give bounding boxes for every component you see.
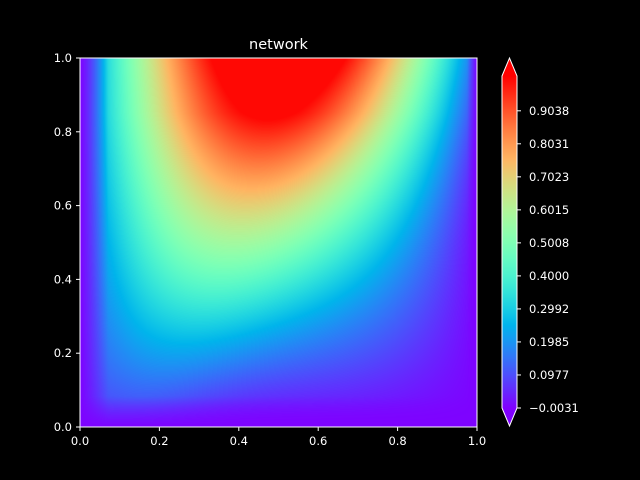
colorbar-tick-label: 0.0977 [529, 368, 569, 382]
x-tick-label: 0.4 [230, 434, 248, 448]
colorbar-tick-label: 0.8031 [529, 137, 569, 151]
colorbar-tick-label: 0.7023 [529, 170, 569, 184]
colorbar-tick-label: 0.4000 [529, 269, 569, 283]
colorbar-extend-min [502, 408, 517, 426]
x-tick-label: 1.0 [468, 434, 486, 448]
y-tick-label: 0.6 [54, 199, 72, 213]
heatmap-canvas [80, 58, 477, 427]
colorbar-tick-label: 0.1985 [529, 335, 569, 349]
x-tick-label: 0.0 [71, 434, 89, 448]
colorbar: 0.9038 0.8031 0.7023 0.6015 0.5008 0.4000 0.29… [501, 56, 579, 428]
colorbar-tick-label: −0.0031 [529, 401, 579, 415]
x-tick-label: 0.6 [309, 434, 327, 448]
y-tick-label: 0.2 [54, 346, 72, 360]
colorbar-tick-label: 0.5008 [529, 236, 569, 250]
colorbar-tick-label: 0.9038 [529, 104, 569, 118]
colorbar-tick-label: 0.2992 [529, 302, 569, 316]
chart-title: network [249, 37, 308, 53]
y-tick-label: 0.4 [54, 272, 72, 286]
colorbar-tick-label: 0.6015 [529, 203, 569, 217]
y-axis: 0.0 0.2 0.4 0.6 0.8 1.0 [54, 51, 80, 434]
heatmap-plot-area [80, 58, 477, 427]
y-tick-label: 0.0 [54, 420, 72, 434]
x-tick-label: 0.8 [388, 434, 406, 448]
colorbar-ticks: 0.9038 0.8031 0.7023 0.6015 0.5008 0.4000 0.29… [517, 104, 579, 415]
colorbar-extend-max [502, 58, 517, 76]
x-tick-label: 0.2 [150, 434, 168, 448]
plot-frame [79, 57, 478, 428]
y-tick-label: 0.8 [54, 125, 72, 139]
y-tick-label: 1.0 [54, 51, 72, 65]
x-axis: 0.0 0.2 0.4 0.6 0.8 1.0 [71, 427, 486, 448]
colorbar-gradient [502, 76, 517, 408]
